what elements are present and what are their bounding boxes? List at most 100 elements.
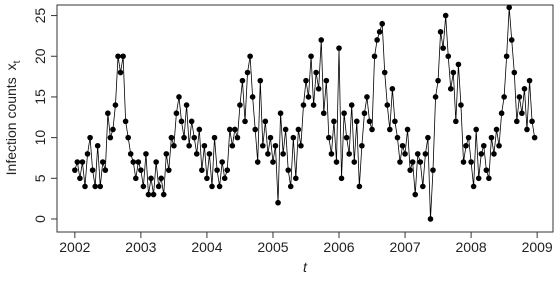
data-point (219, 159, 225, 165)
data-point (112, 102, 119, 108)
data-point (145, 191, 152, 198)
data-point (196, 126, 203, 133)
data-point (310, 102, 317, 108)
data-point (287, 183, 294, 190)
data-point (72, 167, 78, 173)
data-point (216, 183, 223, 190)
data-point (475, 175, 482, 182)
data-point (326, 134, 332, 141)
data-point (455, 61, 462, 68)
data-point (341, 110, 347, 117)
data-point (130, 159, 137, 165)
y-label-var: x (3, 63, 19, 70)
data-point (356, 183, 363, 190)
data-point (399, 142, 406, 149)
data-point (280, 151, 286, 157)
data-point (155, 183, 162, 190)
data-point (176, 94, 182, 100)
data-point (414, 151, 421, 157)
data-point (529, 118, 535, 125)
data-point (270, 159, 276, 165)
data-point (402, 151, 408, 157)
data-point (501, 94, 507, 100)
data-point (493, 126, 500, 133)
data-point (191, 134, 198, 141)
plot-frame (56, 4, 554, 233)
data-point (463, 142, 469, 149)
data-point (491, 151, 497, 157)
data-point (351, 159, 358, 165)
data-point (204, 175, 210, 182)
data-point (394, 134, 401, 141)
y-label-text: Infection counts (3, 77, 19, 175)
data-point (470, 183, 477, 190)
data-point (305, 94, 312, 100)
data-point (110, 126, 116, 133)
data-point (374, 37, 380, 43)
data-point (254, 159, 261, 165)
y-tick-label: 0 (32, 215, 48, 223)
data-point (313, 69, 319, 76)
data-point (252, 126, 259, 133)
data-point (511, 69, 518, 76)
data-point (486, 175, 492, 182)
data-point (468, 159, 474, 165)
data-point (120, 53, 126, 60)
data-point (420, 183, 426, 190)
data-point (237, 102, 243, 108)
data-point (303, 77, 309, 84)
data-point (232, 126, 238, 133)
data-point (412, 191, 419, 198)
data-point (186, 142, 192, 149)
data-point (201, 142, 208, 149)
data-point (473, 126, 479, 133)
data-point (77, 175, 83, 182)
data-point (437, 29, 444, 35)
data-point (87, 134, 93, 141)
y-tick-label: 20 (32, 48, 48, 64)
data-point (366, 118, 373, 125)
data-point (166, 167, 172, 173)
data-point (102, 167, 109, 173)
data-point (272, 142, 279, 149)
data-point (94, 142, 101, 149)
data-point (440, 45, 446, 51)
data-point (384, 102, 391, 108)
x-tick-label: 2007 (389, 239, 420, 255)
data-point (140, 183, 147, 190)
data-point (445, 53, 452, 60)
data-point (453, 118, 459, 125)
data-point (348, 102, 355, 108)
data-point (257, 77, 264, 84)
data-point (338, 175, 345, 182)
data-point (409, 159, 416, 165)
data-point (404, 126, 411, 133)
data-point (447, 86, 454, 92)
data-point (458, 102, 464, 108)
data-point (275, 199, 281, 206)
data-point (318, 37, 325, 43)
data-point (122, 118, 129, 125)
y-tick-label: 5 (32, 174, 48, 182)
data-point (214, 167, 220, 173)
data-point (148, 175, 154, 182)
data-point (153, 159, 159, 165)
data-point (508, 37, 515, 43)
data-point (234, 134, 241, 141)
data-point (105, 110, 111, 117)
data-point (226, 126, 233, 133)
data-point (117, 69, 124, 76)
y-tick-label: 15 (32, 89, 48, 105)
data-point (506, 4, 513, 11)
data-point (267, 134, 274, 141)
data-point (295, 126, 302, 133)
data-point (89, 167, 96, 173)
data-point (168, 134, 175, 141)
data-point (247, 53, 253, 60)
data-point (293, 175, 299, 182)
data-point (460, 159, 467, 165)
data-point (92, 183, 98, 190)
data-point (229, 142, 236, 149)
data-point (397, 159, 403, 165)
